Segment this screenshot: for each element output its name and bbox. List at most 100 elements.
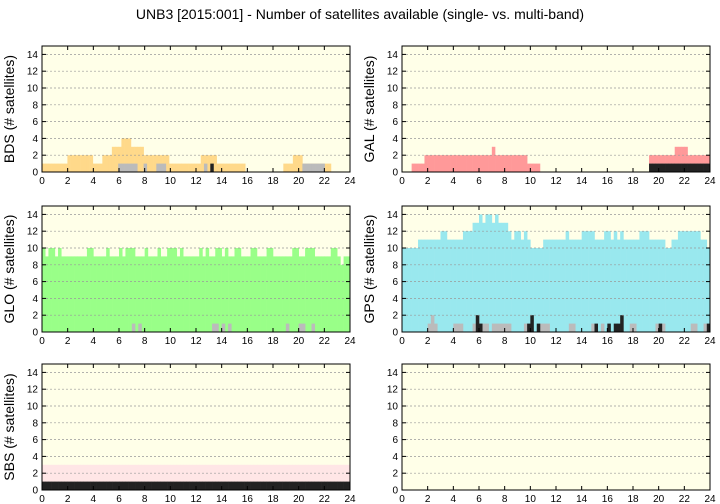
y-tick-label: 14 <box>387 50 399 61</box>
bar <box>495 323 499 332</box>
bar <box>430 155 435 172</box>
bar <box>244 256 248 332</box>
bar <box>42 464 46 490</box>
bar <box>138 256 142 332</box>
bar <box>159 163 163 172</box>
bar <box>665 248 669 332</box>
x-tick-label: 8 <box>142 494 148 504</box>
bar <box>176 464 181 490</box>
y-tick-label: 2 <box>32 151 38 162</box>
bar <box>427 155 432 172</box>
bar <box>504 222 509 332</box>
bar <box>697 163 701 172</box>
x-tick-label: 8 <box>142 336 148 347</box>
bar <box>191 163 195 172</box>
bar <box>292 248 296 332</box>
bar <box>176 256 181 332</box>
bar <box>135 481 139 490</box>
bar <box>620 231 624 332</box>
bar <box>140 146 144 172</box>
bar <box>61 163 65 172</box>
bar <box>408 248 412 332</box>
y-tick-label: 14 <box>27 50 39 61</box>
bar <box>112 464 117 490</box>
bar <box>197 163 202 172</box>
bar <box>305 464 309 490</box>
bar <box>77 256 81 332</box>
x-tick-label: 22 <box>679 336 691 347</box>
bar <box>337 481 341 490</box>
bar <box>202 464 206 490</box>
bar <box>212 323 216 332</box>
bar <box>263 256 267 332</box>
bar <box>58 481 62 490</box>
bar <box>434 239 438 332</box>
bar <box>247 256 251 332</box>
bar <box>96 256 101 332</box>
x-tick-label: 18 <box>627 336 639 347</box>
bar <box>105 155 109 172</box>
bar <box>298 323 303 332</box>
bar <box>504 155 509 172</box>
bar <box>523 155 528 172</box>
bar <box>266 248 271 332</box>
bar <box>170 481 174 490</box>
bar <box>86 464 91 490</box>
bar <box>333 248 338 332</box>
bar <box>333 464 338 490</box>
bar <box>247 464 251 490</box>
bar <box>199 464 203 490</box>
bar <box>102 481 107 490</box>
bar <box>337 464 341 490</box>
bar <box>170 248 174 332</box>
bar <box>311 464 316 490</box>
bar <box>285 256 290 332</box>
bar <box>135 256 139 332</box>
bar <box>80 256 85 332</box>
bar <box>523 231 528 332</box>
x-tick-label: 20 <box>653 336 665 347</box>
bar <box>202 481 206 490</box>
bar <box>153 155 157 172</box>
bar <box>260 256 264 332</box>
bar <box>321 256 325 332</box>
x-tick-label: 6 <box>116 336 122 347</box>
bar <box>523 323 528 332</box>
bar <box>186 256 190 332</box>
x-tick-label: 14 <box>216 336 228 347</box>
bar <box>48 481 52 490</box>
bar <box>418 239 422 332</box>
bar <box>80 481 85 490</box>
bar <box>668 163 672 172</box>
bar <box>434 155 438 172</box>
bar <box>242 163 246 172</box>
x-tick-label: 8 <box>502 336 508 347</box>
bar <box>119 248 123 332</box>
bar <box>196 481 200 490</box>
bar <box>199 248 203 332</box>
bar <box>119 481 123 490</box>
bar <box>256 464 261 490</box>
bar <box>450 239 454 332</box>
y-tick-label: 6 <box>32 117 38 128</box>
bar <box>183 256 187 332</box>
bar <box>591 231 595 332</box>
bar <box>530 315 534 332</box>
bar <box>411 248 416 332</box>
x-tick-label: 0 <box>39 336 45 347</box>
bar <box>633 239 637 332</box>
bar <box>189 464 194 490</box>
bar <box>314 256 319 332</box>
bar <box>238 163 243 172</box>
bar <box>226 163 230 172</box>
x-tick-label: 18 <box>627 494 639 504</box>
bar <box>507 323 512 332</box>
bar <box>125 248 129 332</box>
bar <box>218 481 222 490</box>
x-tick-label: 18 <box>267 176 279 187</box>
bar <box>482 155 486 172</box>
bar <box>216 163 221 172</box>
bar <box>234 481 239 490</box>
